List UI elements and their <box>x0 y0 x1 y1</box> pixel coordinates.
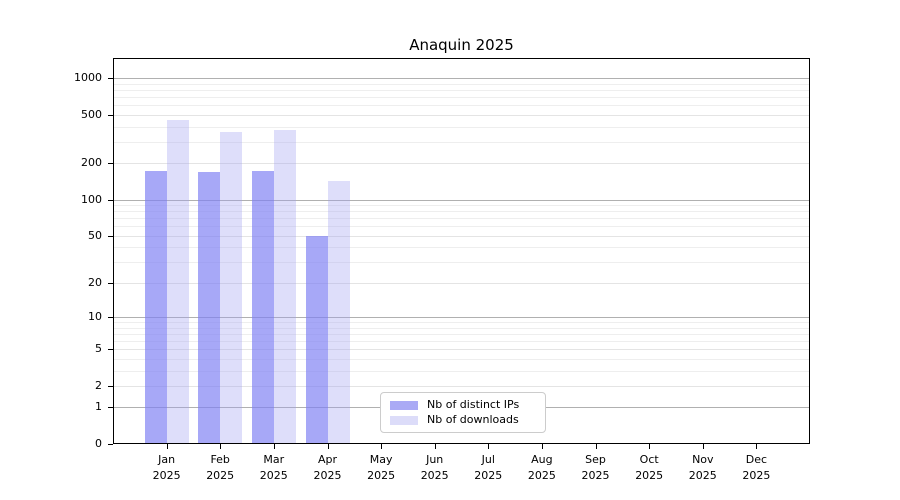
gridline-y-6 <box>113 340 810 342</box>
gridline-y-30 <box>113 262 810 264</box>
legend-swatch-distinct-ips-icon <box>390 400 418 410</box>
x-tick-jun <box>434 444 436 449</box>
y-tick-label-50: 50 <box>88 228 102 242</box>
gridline-y-700 <box>113 96 810 98</box>
x-tick-jan <box>166 444 168 449</box>
y-tick-500 <box>108 114 113 116</box>
x-tick-label-jul: Jul 2025 <box>474 453 503 482</box>
spine-left <box>113 58 114 444</box>
y-tick-label-5: 5 <box>95 342 102 356</box>
x-tick-label-mar: Mar 2025 <box>259 453 288 482</box>
legend-swatch-downloads-icon <box>390 415 418 425</box>
gridline-y-40 <box>113 247 810 249</box>
gridline-y-2 <box>113 385 810 387</box>
x-tick-jul <box>488 444 490 449</box>
gridline-y-400 <box>113 126 810 128</box>
gridline-y-70 <box>113 218 810 220</box>
gridline-y-60 <box>113 226 810 228</box>
y-tick-2 <box>108 385 113 387</box>
gridline-y-10 <box>113 317 810 318</box>
legend-label-distinct-ips: Nb of distinct IPs <box>427 398 520 411</box>
x-tick-label-may: May 2025 <box>367 453 396 482</box>
bar-mar-s0 <box>251 171 274 444</box>
y-tick-label-20: 20 <box>88 275 102 289</box>
legend-label-downloads: Nb of downloads <box>427 413 519 426</box>
gridline-y-200 <box>113 163 810 165</box>
bar-feb-s0 <box>198 172 221 444</box>
spine-right <box>809 58 810 444</box>
gridline-y-9 <box>113 322 810 323</box>
x-tick-label-dec: Dec 2025 <box>742 453 771 482</box>
gridline-y-7 <box>113 333 810 335</box>
x-tick-label-jan: Jan 2025 <box>152 453 181 482</box>
y-tick-5 <box>108 349 113 351</box>
x-tick-dec <box>756 444 758 449</box>
y-tick-20 <box>108 282 113 284</box>
bar-jan-s1 <box>166 120 189 444</box>
spine-bottom <box>113 443 810 444</box>
x-tick-label-nov: Nov 2025 <box>688 453 717 482</box>
x-tick-feb <box>220 444 222 449</box>
y-tick-10 <box>108 317 113 318</box>
y-tick-label-200: 200 <box>81 156 102 170</box>
gridline-y-20 <box>113 282 810 284</box>
y-tick-1 <box>108 407 113 409</box>
y-tick-label-2: 2 <box>95 378 102 392</box>
gridline-y-3 <box>113 370 810 372</box>
bar-apr-s0 <box>305 235 328 444</box>
y-tick-100 <box>108 199 113 201</box>
bar-feb-s1 <box>220 132 243 444</box>
x-tick-label-oct: Oct 2025 <box>635 453 664 482</box>
gridline-y-90 <box>113 205 810 206</box>
bar-jan-s0 <box>144 171 167 444</box>
gridline-y-1000 <box>113 78 810 79</box>
gridline-y-8 <box>113 327 810 329</box>
y-tick-200 <box>108 163 113 165</box>
gridline-y-900 <box>113 83 810 85</box>
plot-area <box>113 58 810 444</box>
gridline-y-500 <box>113 114 810 116</box>
y-tick-50 <box>108 235 113 237</box>
legend-item-distinct-ips: Nb of distinct IPs <box>390 398 536 412</box>
x-tick-label-jun: Jun 2025 <box>420 453 449 482</box>
bar-apr-s1 <box>327 181 350 444</box>
x-tick-label-apr: Apr 2025 <box>313 453 342 482</box>
y-tick-label-100: 100 <box>81 192 102 206</box>
gridline-y-300 <box>113 141 810 143</box>
gridline-y-4 <box>113 358 810 360</box>
x-tick-label-feb: Feb 2025 <box>206 453 235 482</box>
x-tick-sep <box>595 444 597 449</box>
spine-top <box>113 58 810 59</box>
y-tick-label-0: 0 <box>95 437 102 450</box>
x-tick-aug <box>541 444 543 449</box>
y-tick-1000 <box>108 78 113 79</box>
x-tick-apr <box>327 444 329 449</box>
legend: Nb of distinct IPs Nb of downloads <box>380 392 546 433</box>
gridline-y-800 <box>113 89 810 91</box>
x-tick-label-aug: Aug 2025 <box>527 453 556 482</box>
x-tick-label-sep: Sep 2025 <box>581 453 610 482</box>
gridline-y-5 <box>113 349 810 351</box>
y-tick-label-1000: 1000 <box>74 71 102 84</box>
y-tick-0 <box>108 444 113 445</box>
x-tick-mar <box>273 444 275 449</box>
y-tick-label-500: 500 <box>81 107 102 121</box>
bar-mar-s1 <box>273 129 296 444</box>
x-tick-may <box>381 444 383 449</box>
x-tick-oct <box>649 444 651 449</box>
gridline-y-80 <box>113 211 810 213</box>
legend-item-downloads: Nb of downloads <box>390 413 536 427</box>
gridline-y-100 <box>113 199 810 201</box>
y-tick-label-1: 1 <box>95 400 102 414</box>
gridline-y-50 <box>113 235 810 237</box>
gridline-y-600 <box>113 105 810 106</box>
y-tick-label-10: 10 <box>88 310 102 323</box>
x-tick-nov <box>702 444 704 449</box>
chart-title: Anaquin 2025 <box>409 36 514 54</box>
